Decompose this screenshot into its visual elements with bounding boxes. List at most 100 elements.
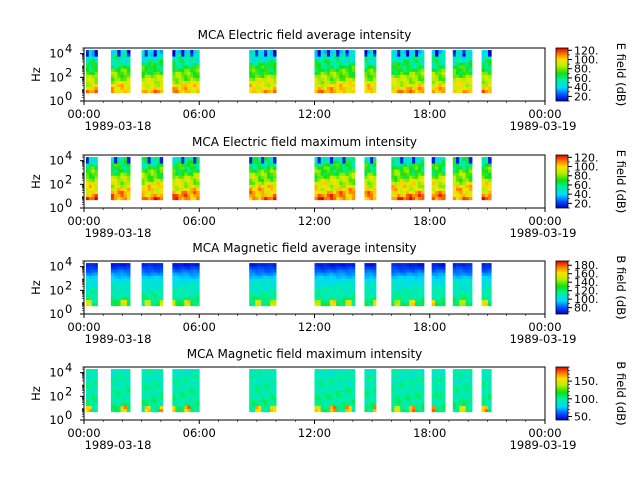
heatmap-cell (452, 266, 457, 270)
heatmap-cell (181, 193, 185, 198)
heatmap-cell (190, 181, 194, 185)
heatmap-cell (172, 59, 176, 63)
heatmap-cell (323, 56, 328, 60)
heatmap-cell (459, 169, 463, 173)
heatmap-cell (126, 372, 131, 376)
heatmap-cell (141, 263, 146, 267)
heatmap-cell (400, 187, 404, 191)
heatmap-cell (267, 50, 271, 54)
heatmap-cell (431, 296, 436, 301)
heatmap-cell (488, 290, 492, 294)
heatmap-cell (187, 190, 191, 195)
heatmap-cell (120, 193, 125, 198)
heatmap-cell (330, 50, 334, 54)
heatmap-cell (120, 266, 125, 270)
heatmap-cell (190, 53, 194, 57)
heatmap-cell (418, 53, 422, 57)
heatmap-cell (193, 290, 197, 294)
heatmap-cell (333, 181, 337, 185)
heatmap-cell (258, 172, 262, 176)
heatmap-cell (94, 405, 98, 410)
heatmap-cell (367, 86, 371, 91)
x-date-label-end: 1989-03-19 (510, 332, 577, 346)
heatmap-cell (339, 89, 343, 94)
heatmap-cell (261, 405, 265, 410)
heatmap-cell (452, 181, 457, 185)
heatmap-cell (409, 86, 413, 91)
heatmap-cell (370, 196, 374, 201)
heatmap-cell (391, 193, 395, 198)
heatmap-cell (418, 302, 422, 307)
heatmap-cell (345, 369, 350, 373)
heatmap-cell (364, 184, 368, 188)
heatmap-cell (421, 160, 425, 164)
heatmap-cell (488, 62, 492, 66)
heatmap-cell (88, 193, 93, 198)
y-tick-exponent: 4 (65, 42, 72, 56)
heatmap-cell (441, 284, 446, 288)
heatmap-cell (172, 369, 176, 373)
heatmap-cell (400, 296, 404, 301)
heatmap-cell (403, 80, 407, 84)
heatmap-cell (88, 372, 93, 376)
heatmap-cell (394, 157, 398, 161)
heatmap-cell (323, 193, 328, 198)
heatmap-cell (441, 372, 446, 376)
heatmap-cell (261, 86, 265, 91)
heatmap-cell (342, 190, 346, 195)
heatmap-cell (342, 381, 346, 385)
heatmap-cell (317, 169, 322, 173)
heatmap-cell (465, 86, 470, 91)
heatmap-cell (339, 381, 343, 385)
heatmap-cell (415, 59, 419, 63)
heatmap-cell (255, 184, 259, 188)
heatmap-cell (144, 172, 149, 176)
heatmap-cell (196, 86, 200, 91)
heatmap-cell (370, 372, 374, 376)
heatmap-cell (403, 390, 407, 394)
heatmap-cell (373, 196, 377, 201)
heatmap-cell (126, 390, 131, 394)
heatmap-cell (126, 74, 131, 78)
heatmap-cell (421, 86, 425, 91)
heatmap-cell (193, 393, 197, 397)
heatmap-cell (406, 56, 410, 60)
heatmap-cell (261, 372, 265, 376)
heatmap-cell (258, 405, 262, 410)
heatmap-cell (333, 77, 337, 81)
heatmap-cell (320, 384, 325, 388)
heatmap-cell (406, 187, 410, 191)
heatmap-cell (409, 181, 413, 185)
heatmap-cell (178, 290, 182, 294)
heatmap-cell (317, 89, 322, 94)
heatmap-cell (462, 187, 466, 191)
heatmap-cell (88, 68, 93, 72)
heatmap-cell (456, 83, 460, 88)
heatmap-cell (147, 62, 152, 66)
heatmap-cell (342, 89, 346, 94)
heatmap-cell (314, 53, 318, 57)
heatmap-cell (85, 53, 90, 57)
heatmap-cell (261, 272, 265, 276)
heatmap-cell (409, 187, 413, 191)
heatmap-cell (484, 86, 489, 91)
heatmap-cell (438, 184, 443, 188)
heatmap-cell (110, 293, 115, 297)
heatmap-cell (441, 369, 446, 373)
heatmap-cell (123, 375, 128, 379)
heatmap-cell (85, 296, 90, 301)
heatmap-cell (351, 278, 356, 282)
heatmap-cell (468, 396, 473, 400)
heatmap-cell (323, 302, 328, 307)
heatmap-cell (184, 369, 188, 373)
heatmap-cell (403, 62, 407, 66)
heatmap-cell (264, 172, 268, 176)
heatmap-cell (317, 160, 322, 164)
heatmap-cell (314, 396, 318, 400)
heatmap-cell (117, 375, 121, 379)
heatmap-cell (156, 89, 161, 94)
heatmap-cell (412, 275, 416, 279)
heatmap-cell (336, 56, 340, 60)
heatmap-cell (126, 53, 131, 57)
heatmap-cell (258, 169, 262, 173)
